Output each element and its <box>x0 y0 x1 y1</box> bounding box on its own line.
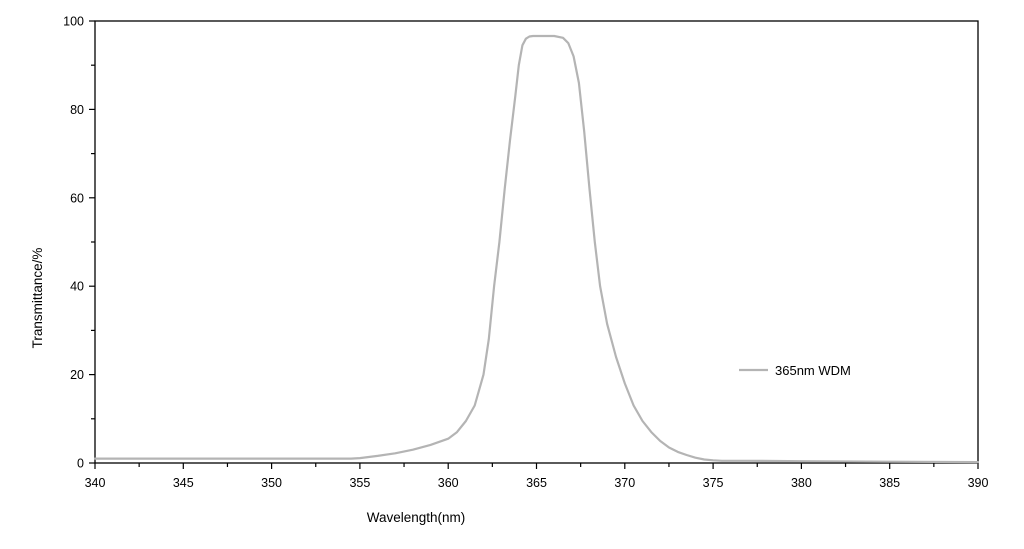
x-tick-label: 360 <box>438 476 459 490</box>
y-tick-label: 40 <box>70 280 84 294</box>
plot-border <box>94 20 979 464</box>
y-tick-label: 60 <box>70 191 84 205</box>
y-tick-label: 100 <box>63 15 84 29</box>
x-tick-label: 345 <box>173 476 194 490</box>
y-tick-label: 80 <box>70 103 84 117</box>
series-line <box>93 34 980 464</box>
y-axis: 0 20 40 60 80 100 <box>63 15 95 471</box>
x-tick-label: 385 <box>879 476 900 490</box>
x-tick-label: 340 <box>85 476 106 490</box>
x-tick-label: 370 <box>614 476 635 490</box>
y-axis-title: Transmittance/% <box>30 248 45 349</box>
x-tick-label: 380 <box>791 476 812 490</box>
plot-frame <box>94 20 979 464</box>
y-tick-label: 20 <box>70 368 84 382</box>
series-layer <box>93 34 980 464</box>
x-axis: 340 345 350 355 360 365 370 375 380 385 390 <box>85 463 989 490</box>
legend: 365nm WDM <box>739 363 851 378</box>
x-tick-label: 355 <box>349 476 370 490</box>
x-tick-label: 390 <box>968 476 989 490</box>
x-tick-label: 350 <box>261 476 282 490</box>
x-tick-label: 365 <box>526 476 547 490</box>
x-axis-title: Wavelength(nm) <box>367 510 466 525</box>
legend-label: 365nm WDM <box>775 363 851 378</box>
y-tick-label: 0 <box>77 457 84 471</box>
x-tick-label: 375 <box>703 476 724 490</box>
